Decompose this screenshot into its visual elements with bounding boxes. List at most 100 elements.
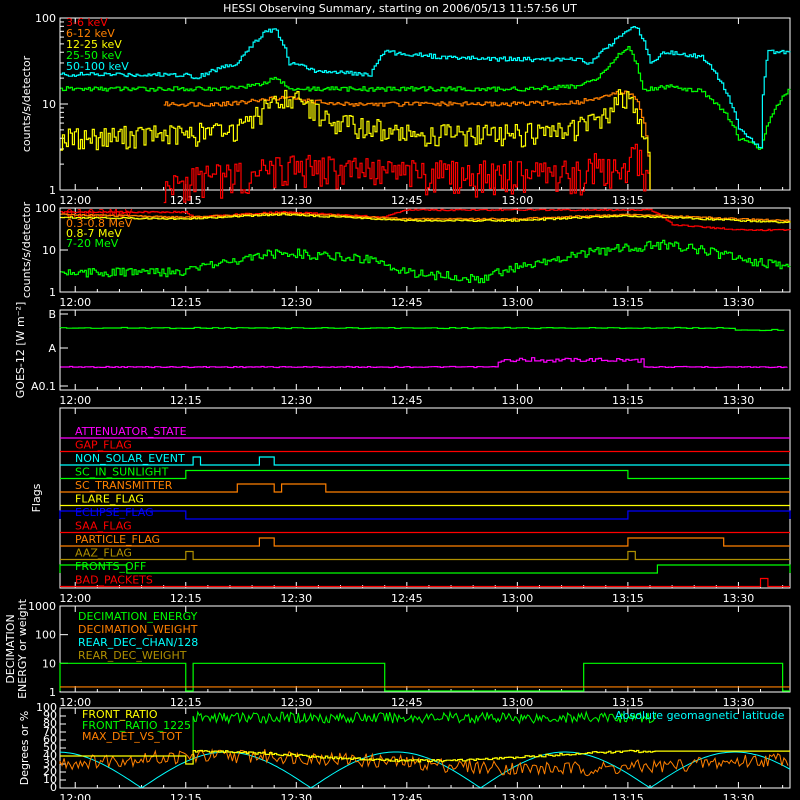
panel-4-xtick-label: 13:30 bbox=[723, 592, 755, 605]
panel-6-xtick-label: 13:15 bbox=[612, 792, 644, 800]
panel-5-xtick-label: 13:30 bbox=[723, 696, 755, 709]
panel-5-xtick-label: 12:45 bbox=[391, 696, 423, 709]
panel-6-ytick-label: 10 bbox=[43, 773, 57, 786]
panel-3-ylabel: GOES-12 [W m⁻²] bbox=[14, 302, 27, 398]
panel-4-xtick-label: 12:45 bbox=[391, 592, 423, 605]
panel-4-frame bbox=[59, 407, 791, 589]
panel-1-xtick-label: 12:45 bbox=[391, 194, 423, 207]
panel-2-xtick-label: 12:45 bbox=[391, 296, 423, 309]
panel-1-ytick-label: 10 bbox=[42, 98, 56, 111]
panel-6-legend-entry: FRONT_RATIO bbox=[82, 708, 158, 721]
panel-6-xtick-label: 13:00 bbox=[502, 792, 534, 800]
panel-4-flag-line bbox=[60, 550, 790, 561]
panel-6-ytick-label: 40 bbox=[43, 749, 57, 762]
panel-4-flag-label: FLARE_FLAG bbox=[75, 493, 144, 506]
panel-4-flag-label: SC_TRANSMITTER bbox=[75, 479, 173, 492]
panel-6-ytick-label: 70 bbox=[43, 725, 57, 738]
panel-2-xtick-label: 13:00 bbox=[502, 296, 534, 309]
panel-2-xtick-label: 12:30 bbox=[280, 296, 312, 309]
panel-6-series-line bbox=[60, 749, 790, 765]
panel-4-flag-line bbox=[60, 456, 790, 466]
panel-5-ylabel-line1: DECIMATION bbox=[4, 614, 17, 683]
panel-1-xtick-label: 12:30 bbox=[280, 194, 312, 207]
panel-3-xtick-label: 12:15 bbox=[170, 394, 202, 407]
panel-1-series-line bbox=[60, 46, 791, 150]
panel-1-legend-entry: 12-25 keV bbox=[66, 38, 122, 51]
panel-2-ytick-label: 1 bbox=[49, 286, 56, 299]
panel-2-legend-entry: 0.3-0.8 MeV bbox=[66, 217, 133, 230]
panel-3-xtick-label: 12:00 bbox=[59, 394, 91, 407]
panel-5-xtick-label: 12:30 bbox=[280, 696, 312, 709]
panel-4-flag-label: ATTENUATOR_STATE bbox=[75, 425, 187, 438]
panel-5-legend-entry: REAR_DEC_CHAN/128 bbox=[78, 636, 198, 649]
panel-1-series-line bbox=[163, 90, 651, 190]
panel-5-ytick-label: 10 bbox=[42, 657, 56, 670]
panel-4-flag-label: BAD_PACKETS bbox=[75, 574, 153, 587]
panel-4-flag-label: ECLIPSE_FLAG bbox=[75, 506, 154, 519]
panel-1-legend-entry: 50-100 keV bbox=[66, 60, 129, 73]
panel-2-xtick-label: 12:15 bbox=[170, 296, 202, 309]
panel-5-xtick-label: 12:00 bbox=[59, 696, 91, 709]
panel-5-legend-entry: DECIMATION_ENERGY bbox=[78, 610, 198, 623]
panel-2-series-line bbox=[60, 208, 791, 232]
panel-3-series-line bbox=[59, 326, 785, 332]
panel-5-series-line bbox=[59, 662, 790, 692]
panel-2-legend-entry: 0.8-7 MeV bbox=[66, 227, 122, 240]
panel-2-legend-entry: 7-20 MeV bbox=[66, 237, 119, 250]
panel-4-flag-line bbox=[59, 510, 791, 520]
panel-1-xtick-label: 13:00 bbox=[502, 194, 534, 207]
panel-1-series-line bbox=[60, 26, 791, 149]
panel-6-xtick-label: 12:00 bbox=[59, 792, 91, 800]
panel-1-legend-entry: 6-12 keV bbox=[66, 27, 115, 40]
panel-2-xtick-label: 13:30 bbox=[723, 296, 755, 309]
panel-4-flag-label: NON_SOLAR_EVENT bbox=[75, 452, 185, 465]
panel-4-xtick-label: 13:00 bbox=[502, 592, 534, 605]
panel-3-series-line bbox=[60, 357, 788, 369]
panel-6-ytick-label: 0 bbox=[50, 781, 57, 794]
panel-1-ylabel: counts/s/detector bbox=[20, 55, 33, 152]
panel-2-xtick-label: 12:00 bbox=[59, 296, 91, 309]
panel-6-ylabel: Degrees or % bbox=[18, 711, 31, 785]
panel-1-xtick-label: 13:15 bbox=[612, 194, 644, 207]
panel-3-xtick-label: 13:00 bbox=[502, 394, 534, 407]
panel-3-xtick-label: 12:45 bbox=[391, 394, 423, 407]
panel-4-flag-label: FRONTS_OFF bbox=[75, 560, 146, 573]
panel-4-xtick-label: 12:15 bbox=[170, 592, 202, 605]
panel-4-flag-label: AAZ_FLAG bbox=[75, 547, 132, 560]
panel-5-ytick-label: 1000 bbox=[28, 600, 56, 613]
figure-title: HESSI Observing Summary, starting on 200… bbox=[223, 2, 577, 15]
panel-6-ytick-label: 50 bbox=[43, 741, 57, 754]
panel-5-legend-entry: DECIMATION_WEIGHT bbox=[78, 623, 198, 636]
panel-4-ylabel: Flags bbox=[30, 483, 43, 512]
panel-6-ytick-label: 20 bbox=[43, 765, 57, 778]
panel-4-flag-line bbox=[60, 483, 790, 493]
panel-6-xtick-label: 12:15 bbox=[170, 792, 202, 800]
panel-6-xtick-label: 13:30 bbox=[723, 792, 755, 800]
panel-3-xtick-label: 12:30 bbox=[280, 394, 312, 407]
panel-4-flag-line bbox=[60, 537, 790, 547]
panel-1-xtick-label: 13:30 bbox=[723, 194, 755, 207]
panel-1-xtick-label: 12:00 bbox=[59, 194, 91, 207]
panel-1-series-line bbox=[163, 143, 651, 204]
panel-3-ytick-label: B bbox=[48, 308, 56, 321]
panel-6-legend-entry: MAX_DET_VS_TOT bbox=[82, 730, 182, 743]
panel-3-xtick-label: 13:15 bbox=[612, 394, 644, 407]
panel-6-ytick-label: 60 bbox=[43, 733, 57, 746]
panel-4-flag-line bbox=[59, 564, 791, 574]
panel-3-ytick-label: A bbox=[48, 342, 56, 355]
panel-2-series-line bbox=[60, 213, 791, 224]
panel-1-legend-entry: 25-50 keV bbox=[66, 49, 122, 62]
panel-3-xtick-label: 13:30 bbox=[723, 394, 755, 407]
panel-5-ytick-label: 1 bbox=[49, 686, 56, 699]
panel-4-xtick-label: 12:00 bbox=[59, 592, 91, 605]
panel-6-legend-entry: FRONT_RATIO_1225 bbox=[82, 719, 191, 732]
panel-5-xtick-label: 13:00 bbox=[502, 696, 534, 709]
panel-3-frame bbox=[59, 309, 791, 391]
panel-5-xtick-label: 13:15 bbox=[612, 696, 644, 709]
panel-4-flag-label: SC_IN_SUNLIGHT bbox=[75, 466, 169, 479]
panel-1-series-line bbox=[60, 89, 651, 190]
panel-6-series-line bbox=[59, 751, 791, 789]
panel-4-xtick-label: 13:15 bbox=[612, 592, 644, 605]
panel-4-xtick-label: 12:30 bbox=[280, 592, 312, 605]
panel-3-ytick-label: A0.1 bbox=[31, 380, 56, 393]
